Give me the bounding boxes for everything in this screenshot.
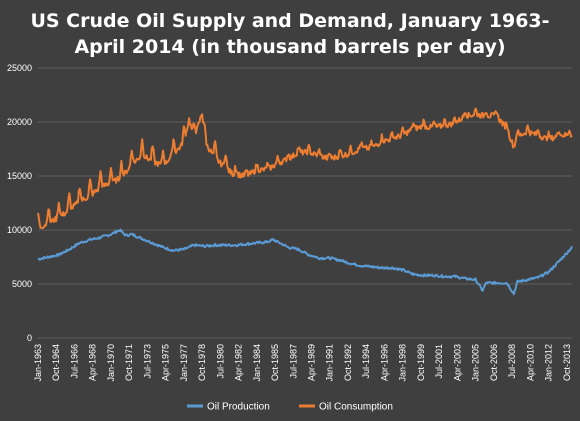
legend-label: Oil Consumption	[319, 402, 393, 413]
x-tick-label: Jul-1987	[288, 344, 298, 379]
x-tick-label: Jul-2008	[507, 344, 517, 379]
x-tick-label: Apr-2010	[525, 344, 535, 381]
x-tick-label: Jan-1977	[179, 344, 189, 382]
x-tick-label: Jan-1991	[325, 344, 335, 382]
series-line-consumption	[37, 107, 573, 230]
legend-label: Oil Production	[207, 402, 270, 413]
x-tick-label: Jul-1994	[361, 344, 371, 379]
x-tick-label: Oct-1999	[416, 344, 426, 381]
series-line-production	[37, 228, 573, 296]
x-tick-label: Oct-1985	[270, 344, 280, 381]
x-tick-label: Oct-1964	[51, 344, 61, 381]
y-tick-label: 15000	[7, 171, 32, 181]
x-tick-label: Jan-1970	[106, 344, 116, 382]
x-tick-label: Apr-1982	[234, 344, 244, 381]
x-tick-label: Apr-1968	[88, 344, 98, 381]
x-tick-label: Oct-1992	[343, 344, 353, 381]
x-tick-label: Jul-2001	[434, 344, 444, 379]
x-tick-label: Jan-1963	[33, 344, 43, 382]
y-tick-label: 10000	[7, 225, 32, 235]
x-tick-label: Oct-1971	[124, 344, 134, 381]
x-tick-label: Jul-1973	[142, 344, 152, 379]
y-tick-label: 5000	[12, 279, 32, 289]
x-tick-label: Jan-2012	[544, 344, 554, 382]
x-tick-label: Jan-2005	[471, 344, 481, 382]
x-tick-label: Jan-1984	[252, 344, 262, 382]
x-tick-label: Apr-1975	[161, 344, 171, 381]
chart-title-line-2: April 2014 (in thousand barrels per day)	[74, 36, 506, 58]
y-tick-label: 20000	[7, 117, 32, 127]
x-tick-label: Oct-2006	[489, 344, 499, 381]
x-tick-label: Apr-2003	[452, 344, 462, 381]
y-tick-label: 0	[27, 333, 32, 343]
chart-title-line-1: US Crude Oil Supply and Demand, January …	[30, 10, 550, 32]
x-tick-label: Oct-2013	[562, 344, 572, 381]
x-tick-label: Apr-1996	[379, 344, 389, 381]
y-tick-label: 25000	[7, 63, 32, 73]
x-tick-label: Jul-1966	[69, 344, 79, 379]
x-tick-label: Jul-1980	[215, 344, 225, 379]
x-tick-label: Apr-1989	[307, 344, 317, 381]
x-tick-label: Oct-1978	[197, 344, 207, 381]
x-tick-label: Jan-1998	[398, 344, 408, 382]
